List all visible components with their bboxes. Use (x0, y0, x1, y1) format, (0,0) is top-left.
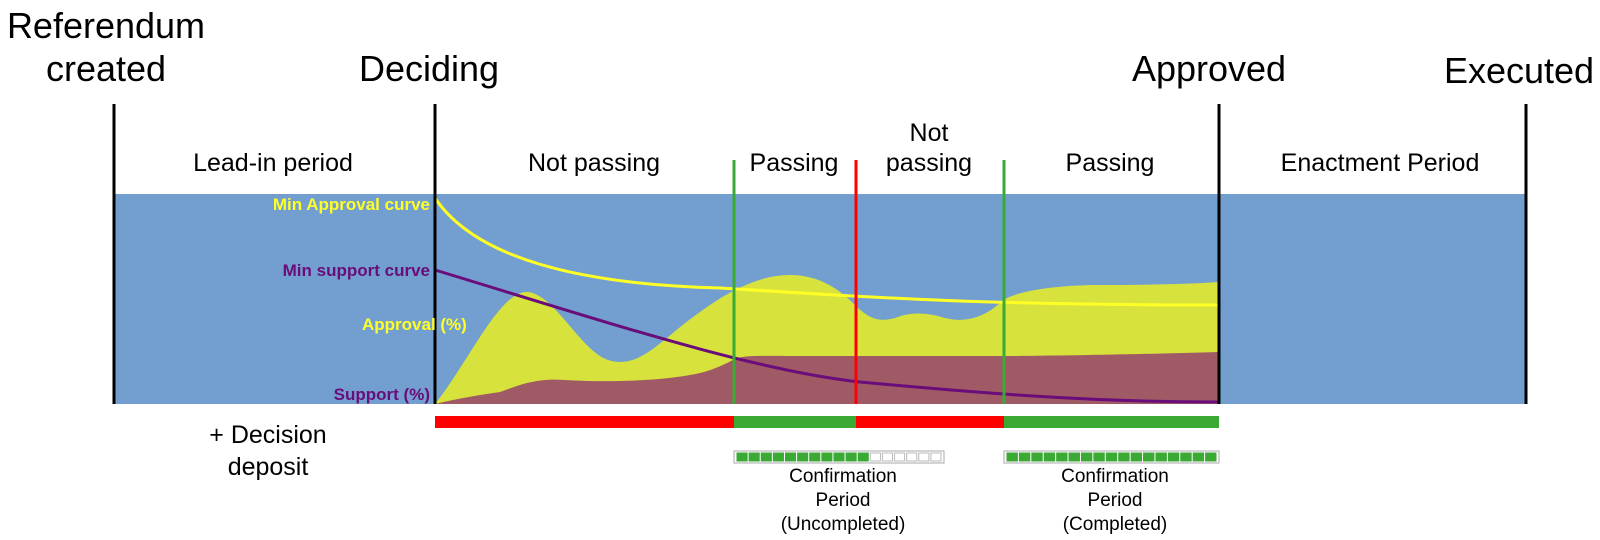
confirmation-completed-block (1155, 452, 1167, 462)
min-support-curve (434, 268, 1220, 404)
confirmation-completed-line1: Confirmation (1061, 466, 1169, 487)
status-segment-passing-2 (1004, 416, 1219, 428)
confirmation-uncompleted-line2: Period (816, 490, 871, 511)
confirmation-completed-block (1018, 452, 1031, 462)
confirmation-completed-block (1093, 452, 1105, 462)
period-passing-1: Passing (750, 149, 839, 177)
confirmation-completed-block (1006, 452, 1018, 462)
confirmation-completed-block (1068, 452, 1080, 462)
confirmation-uncompleted-block (930, 452, 942, 462)
label-approval-percent: Approval (%) (362, 315, 467, 334)
confirmation-uncompleted-block (748, 452, 760, 462)
confirmation-completed-block (1080, 452, 1093, 462)
min-approval-curve (433, 197, 1220, 307)
period-lead-in: Lead-in period (193, 149, 353, 177)
label-support-percent: Support (%) (334, 385, 430, 404)
milestone-executed: Executed (1444, 50, 1594, 91)
milestone-approved: Approved (1132, 48, 1286, 89)
status-bar (435, 416, 1219, 428)
confirmation-uncompleted-block (918, 452, 930, 462)
decision-deposit-line1: + Decision (209, 421, 326, 449)
confirmation-uncompleted-block (736, 452, 748, 462)
confirmation-uncompleted-line1: Confirmation (789, 466, 897, 487)
confirmation-completed-block (1130, 452, 1143, 462)
confirmation-uncompleted-block (797, 452, 809, 462)
confirmation-completed-block (1118, 452, 1130, 462)
confirmation-completed-line3: (Completed) (1063, 514, 1168, 535)
status-segment-not-passing-2 (856, 416, 1004, 428)
status-segment-passing-1 (734, 416, 856, 428)
confirmation-uncompleted-block (845, 452, 857, 462)
period-not-passing-2-line1: Not (910, 119, 949, 147)
confirmation-completed-block (1056, 452, 1068, 462)
label-min-approval-curve: Min Approval curve (273, 195, 430, 214)
decision-deposit-line2: deposit (228, 453, 309, 481)
confirmation-uncompleted-block (894, 452, 906, 462)
confirmation-completed-block (1143, 452, 1155, 462)
confirmation-uncompleted-block (833, 452, 845, 462)
confirmation-completed-block (1192, 452, 1205, 462)
milestone-deciding: Deciding (359, 48, 499, 89)
confirmation-completed-block (1167, 452, 1180, 462)
confirmation-uncompleted-block (821, 452, 833, 462)
confirmation-uncompleted-block (869, 452, 881, 462)
confirmation-uncompleted-block (784, 452, 797, 462)
confirmation-completed-block (1205, 452, 1217, 462)
milestone-created-line1: Referendum (7, 5, 205, 46)
confirmation-progress-completed (1003, 450, 1220, 464)
period-not-passing-2-line2: passing (886, 149, 972, 177)
period-enactment: Enactment Period (1281, 149, 1480, 177)
label-min-support-curve: Min support curve (283, 261, 430, 280)
confirmation-uncompleted-block (857, 452, 869, 462)
confirmation-uncompleted-block (881, 452, 894, 462)
period-passing-2: Passing (1066, 149, 1155, 177)
confirmation-completed-block (1031, 452, 1043, 462)
milestone-created-line2: created (46, 48, 166, 89)
confirmation-completed-block (1043, 452, 1056, 462)
confirmation-uncompleted-block (809, 452, 821, 462)
confirmation-completed-block (1180, 452, 1192, 462)
confirmation-completed-line2: Period (1088, 490, 1143, 511)
confirmation-uncompleted-block (772, 452, 784, 462)
confirmation-completed-block (1105, 452, 1118, 462)
confirmation-progress-uncompleted (733, 450, 945, 464)
confirmation-uncompleted-block (760, 452, 772, 462)
period-not-passing-1: Not passing (528, 149, 660, 177)
confirmation-uncompleted-block (906, 452, 918, 462)
confirmation-uncompleted-line3: (Uncompleted) (781, 514, 906, 535)
status-segment-not-passing-1 (435, 416, 734, 428)
